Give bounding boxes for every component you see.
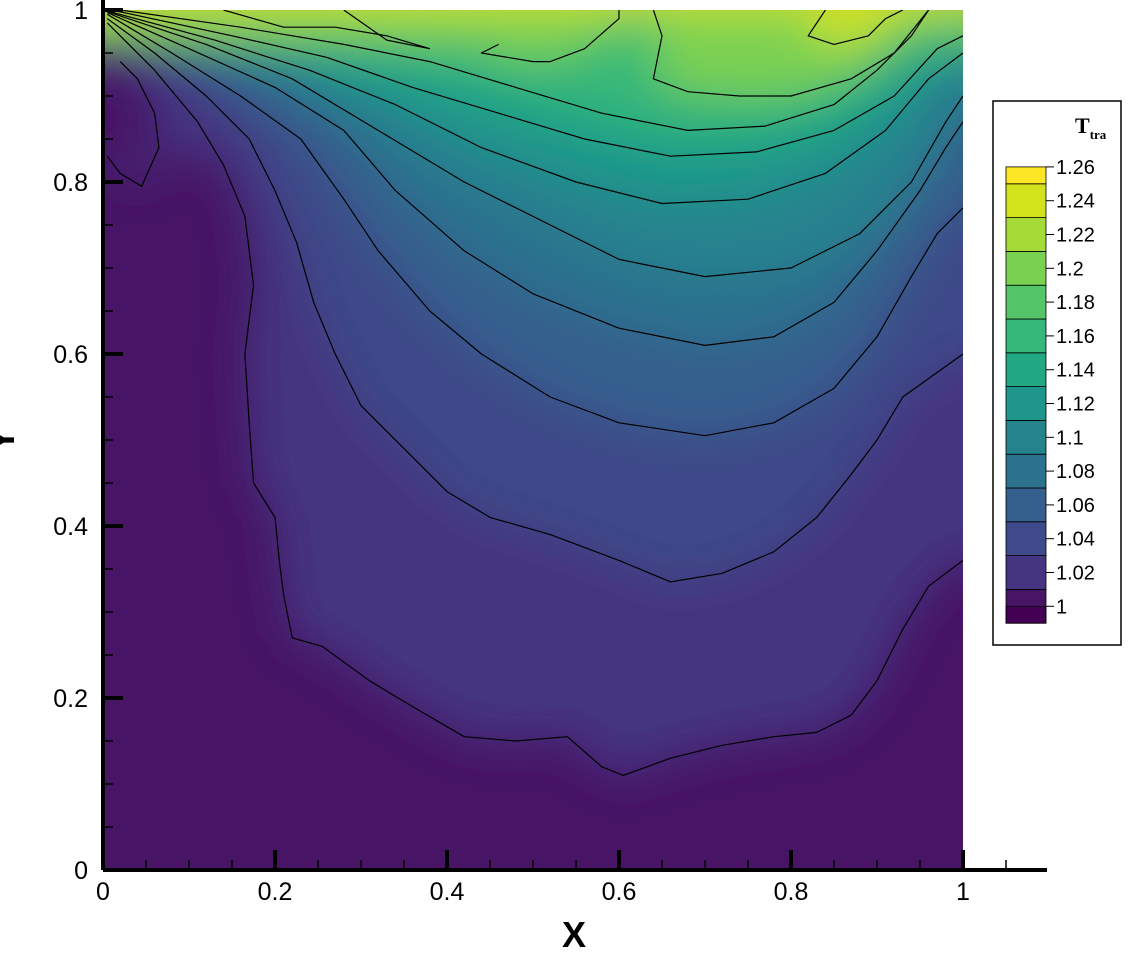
legend-title-subscript: tra [1090,127,1107,142]
x-tick-label: 0.6 [602,878,637,906]
legend-label-1.16: 1.16 [1056,326,1095,348]
x-tick-label: 0.2 [258,878,293,906]
contour-line-1.18-10 [343,10,430,50]
contour-line-1.2-12 [652,10,930,97]
y-tick-label: 1 [74,0,88,25]
legend-swatch-1.22 [1005,217,1047,252]
legend-title-main: T [1075,113,1090,138]
legend-label-1: 1 [1056,596,1067,618]
legend-label-1.18: 1.18 [1056,292,1095,314]
legend-labels: 1 1.02 1.04 1.06 1.08 1.1 1.12 1.14 1.16 1.18 1.2 1… [1046,157,1095,618]
contour-band-1.2-11 [103,10,963,62]
y-axis-title: Y [0,428,22,452]
contour-band-1.24-13 [103,10,963,45]
legend-label-1.14: 1.14 [1056,360,1095,382]
legend-label-1.24: 1.24 [1056,191,1095,213]
legend-label-1.04: 1.04 [1056,529,1095,551]
contour-line-1.2-11 [480,10,620,63]
contour-fill-bands [103,10,963,776]
x-axis-title: X [562,914,586,954]
contour-line-1.12-6 [107,10,963,205]
legend-swatch-1.12 [1005,386,1047,421]
legend-swatch-bottom [1005,605,1047,624]
x-tick-label: 0 [96,878,110,906]
legend-swatch-1.04 [1005,521,1047,556]
axes: 0 0.2 0.4 0.6 0.8 1 0 0.2 0.4 0.6 0.8 1 X Y [0,0,1047,954]
legend-label-1.1: 1.1 [1056,427,1084,449]
x-tick-label: 0.4 [430,878,465,906]
legend-label-1.2: 1.2 [1056,258,1084,280]
legend-label-1.12: 1.12 [1056,394,1095,416]
legend-swatch-1.08 [1005,453,1047,489]
contour-line-1.04-2 [106,18,963,583]
contour-line-1.14-7 [111,10,963,157]
y-ticks: 0 0.2 0.4 0.6 0.8 1 [53,0,123,885]
legend-swatch-1.24 [1005,183,1047,219]
y-tick-label: 0.4 [53,513,88,541]
x-ticks: 0 0.2 0.4 0.6 0.8 1 [96,850,1007,906]
legend-swatch-1.2 [1005,250,1047,286]
legend-swatch-1.06 [1005,487,1047,523]
y-tick-label: 0.2 [53,685,88,713]
legend-swatch-1.02 [1005,555,1047,590]
legend-label-1.08: 1.08 [1056,461,1095,483]
legend-label-1.02: 1.02 [1056,563,1095,585]
legend-label-1.06: 1.06 [1056,495,1095,517]
legend-swatch-1.16 [1005,318,1047,354]
legend-label-1.26: 1.26 [1056,157,1095,179]
y-tick-label: 0.6 [53,341,88,369]
contour-line-1.08-4 [107,12,963,346]
legend-swatch-1.18 [1005,284,1047,320]
contour-line-1.18-9 [223,10,430,50]
contour-line-1.24-13 [807,10,904,46]
legend-swatch-1.26 [1005,166,1047,185]
legend-swatch-1.1 [1005,419,1047,455]
plot-area [103,10,963,870]
contour-line-1.02-1 [106,22,963,777]
contour-line-1.06-3 [106,13,963,437]
legend-swatch-1.14 [1005,352,1047,387]
legend-label-1.22: 1.22 [1056,225,1095,247]
y-tick-label: 0.8 [53,169,88,197]
x-tick-label: 1 [956,878,970,906]
contour-line-1.02-0 [106,61,160,187]
contour-line-1.1-5 [107,11,963,278]
contour-line-1.16-8 [120,10,930,131]
legend-swatches [1005,166,1047,624]
contour-lines [106,10,963,777]
y-tick-label: 0 [74,857,88,885]
x-tick-label: 0.8 [774,878,809,906]
contour-band-1.2-12 [103,10,963,96]
colorbar-legend: Ttra 1 1.02 1.04 1.06 1.08 1.1 1.12 1.14 1.16 1.1… [992,100,1122,646]
legend-title: Ttra [1075,113,1107,142]
